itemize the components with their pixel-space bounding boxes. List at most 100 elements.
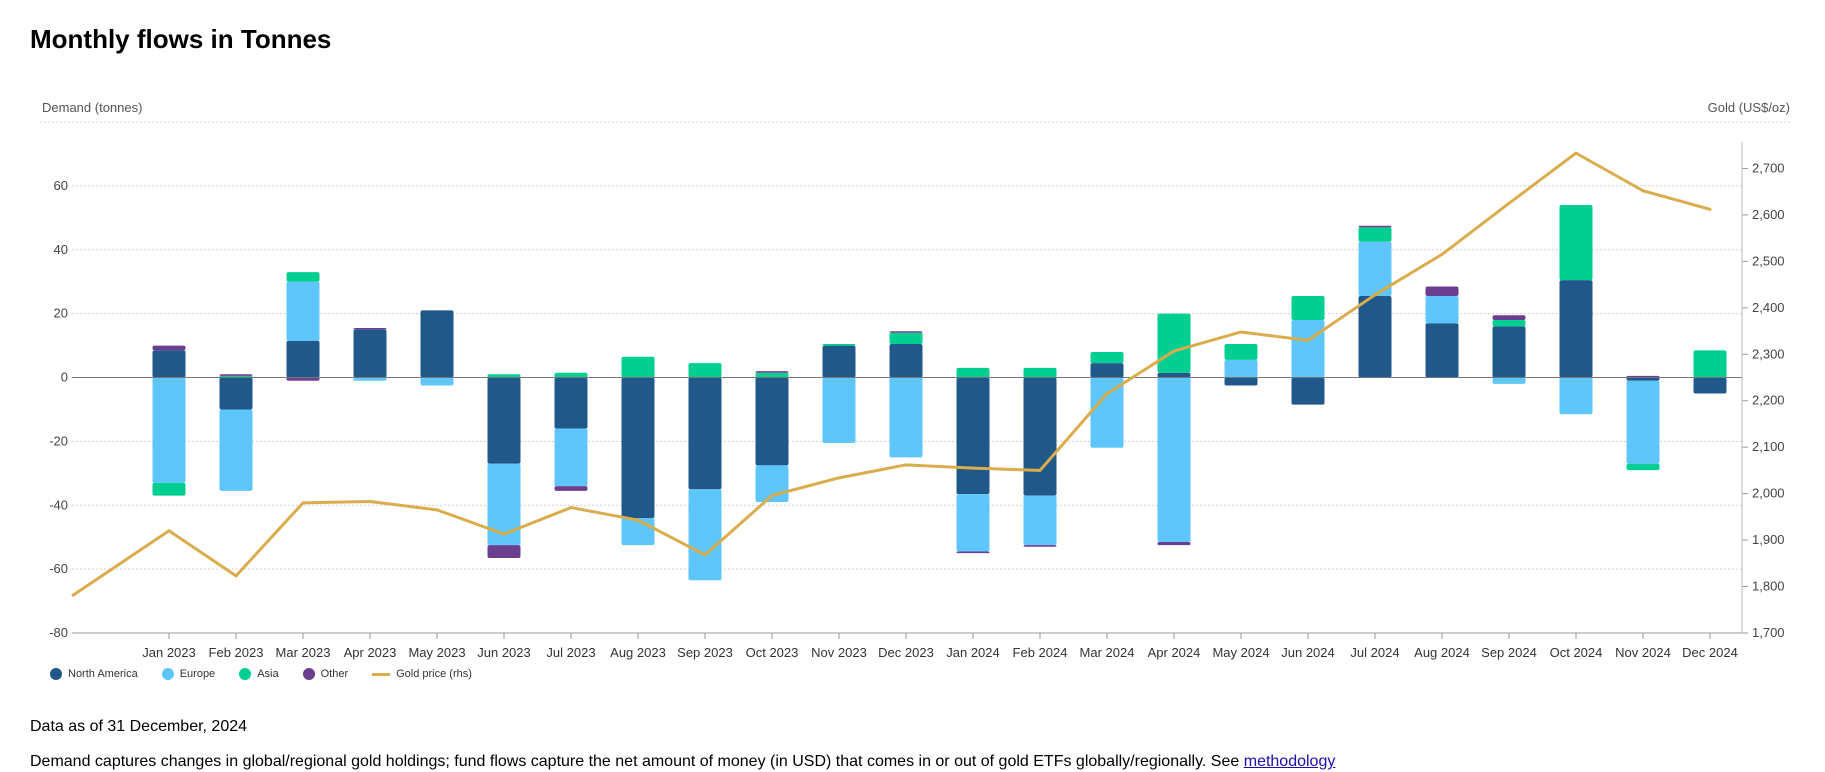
bar-north-america bbox=[420, 310, 454, 378]
x-tick-label: Apr 2024 bbox=[1148, 645, 1201, 660]
bar-asia bbox=[822, 343, 856, 346]
bar-other bbox=[353, 327, 387, 330]
y2-tick-label: 2,000 bbox=[1752, 486, 1785, 501]
bar-other bbox=[755, 371, 789, 373]
gold-price-point bbox=[636, 518, 640, 522]
bar-other bbox=[152, 345, 186, 351]
legend-label: Other bbox=[320, 668, 349, 680]
y-tick-label: 40 bbox=[54, 242, 68, 257]
legend: North America Europe Asia Other Gold pri… bbox=[50, 668, 472, 680]
gold-price-line-group bbox=[71, 151, 1712, 598]
gold-price-point bbox=[1105, 392, 1109, 396]
legend-swatch-asia bbox=[239, 668, 252, 680]
x-tick-label: Nov 2024 bbox=[1615, 645, 1671, 660]
bar-other bbox=[1157, 541, 1191, 546]
x-tick-label: Aug 2023 bbox=[610, 645, 666, 660]
x-tick-label: Dec 2024 bbox=[1682, 645, 1738, 660]
y-tick-label: 60 bbox=[54, 178, 68, 193]
bar-europe bbox=[152, 377, 186, 483]
y2-tick-label: 2,700 bbox=[1752, 160, 1785, 175]
axes: -80 -60 -40 -20 0 20 40 60 1,700 1,800 1,900 2,000 2… bbox=[49, 142, 1785, 660]
x-tick-label: Jun 2023 bbox=[477, 645, 531, 660]
bar-europe bbox=[219, 409, 253, 491]
bar-asia bbox=[889, 332, 923, 344]
bar-north-america bbox=[152, 350, 186, 378]
y2-tick-label: 2,300 bbox=[1752, 346, 1785, 361]
gold-flows-chart: -80 -60 -40 -20 0 20 40 60 1,700 1,800 1,900 2,000 2… bbox=[40, 100, 1790, 660]
legend-item-gold-price[interactable]: Gold price (rhs) bbox=[372, 668, 472, 680]
methodology-link[interactable]: methodology bbox=[1243, 753, 1336, 770]
bar-asia bbox=[1291, 296, 1325, 321]
x-tick-label: Jun 2024 bbox=[1281, 645, 1335, 660]
bar-north-america bbox=[755, 377, 789, 466]
bar-north-america bbox=[1626, 377, 1660, 381]
bar-other bbox=[956, 551, 990, 554]
bar-north-america bbox=[1291, 377, 1325, 405]
bar-north-america bbox=[688, 377, 722, 490]
legend-swatch-other bbox=[302, 668, 315, 680]
y-tick-label: -40 bbox=[49, 497, 68, 512]
bar-europe bbox=[621, 518, 655, 546]
bar-europe bbox=[1492, 377, 1526, 384]
gold-price-point bbox=[435, 508, 439, 512]
legend-item-europe[interactable]: Europe bbox=[161, 668, 216, 680]
gold-price-point bbox=[1306, 338, 1310, 342]
bar-europe bbox=[1358, 241, 1392, 297]
bar-north-america bbox=[1559, 280, 1593, 378]
bar-europe bbox=[353, 377, 387, 381]
bar-europe bbox=[1626, 380, 1660, 464]
legend-item-asia[interactable]: Asia bbox=[239, 668, 279, 680]
legend-item-other[interactable]: Other bbox=[302, 668, 349, 680]
bar-europe bbox=[1291, 320, 1325, 378]
y2-tick-label: 1,900 bbox=[1752, 532, 1785, 547]
legend-label: North America bbox=[68, 668, 138, 680]
gold-price-point bbox=[1172, 349, 1176, 353]
y2-tick-label: 1,800 bbox=[1752, 579, 1785, 594]
y2-tick-label: 2,600 bbox=[1752, 207, 1785, 222]
bar-asia bbox=[1224, 343, 1258, 360]
bar-europe bbox=[1224, 359, 1258, 378]
description-note: Demand captures changes in global/region… bbox=[30, 753, 1335, 771]
bar-north-america bbox=[353, 329, 387, 378]
y-tick-label: -80 bbox=[49, 625, 68, 640]
page-title: Monthly flows in Tonnes bbox=[30, 24, 332, 54]
legend-label: Asia bbox=[257, 668, 279, 680]
x-tick-label: May 2023 bbox=[408, 645, 465, 660]
gold-price-point bbox=[569, 506, 573, 510]
legend-label: Europe bbox=[179, 668, 216, 680]
y2-tick-label: 1,700 bbox=[1752, 625, 1785, 640]
bars bbox=[152, 205, 1727, 581]
bar-north-america bbox=[219, 377, 253, 410]
bar-europe bbox=[956, 494, 990, 552]
bar-asia bbox=[1157, 313, 1191, 373]
bar-europe bbox=[1425, 296, 1459, 324]
bar-asia bbox=[688, 363, 722, 378]
gold-price-point bbox=[502, 532, 506, 536]
bar-asia bbox=[152, 482, 186, 496]
bar-europe bbox=[1090, 377, 1124, 448]
x-tick-label: Sep 2024 bbox=[1481, 645, 1537, 660]
bar-europe bbox=[420, 377, 454, 386]
bar-asia bbox=[487, 374, 521, 378]
bar-asia bbox=[1492, 320, 1526, 327]
y2-tick-label: 2,500 bbox=[1752, 253, 1785, 268]
bar-north-america bbox=[554, 377, 588, 429]
y-axis-label: Demand (tonnes) bbox=[42, 100, 142, 115]
bar-north-america bbox=[1358, 296, 1392, 378]
bar-north-america bbox=[1157, 372, 1191, 378]
x-tick-label: Sep 2023 bbox=[677, 645, 733, 660]
y2-axis-label: Gold (US$/oz) bbox=[1708, 100, 1790, 115]
legend-item-north-america[interactable]: North America bbox=[50, 668, 138, 680]
bar-north-america bbox=[487, 377, 521, 464]
data-as-of-note: Data as of 31 December, 2024 bbox=[30, 718, 248, 735]
bar-north-america bbox=[889, 343, 923, 378]
bar-europe bbox=[1559, 377, 1593, 415]
description-text: Demand captures changes in global/region… bbox=[30, 753, 1240, 770]
bar-asia bbox=[286, 272, 320, 282]
bar-other bbox=[554, 486, 588, 491]
x-tick-label: Mar 2023 bbox=[276, 645, 331, 660]
x-tick-label: May 2024 bbox=[1212, 645, 1269, 660]
bar-asia bbox=[755, 372, 789, 378]
legend-swatch-gold-price bbox=[372, 672, 391, 676]
bar-north-america bbox=[286, 340, 320, 378]
